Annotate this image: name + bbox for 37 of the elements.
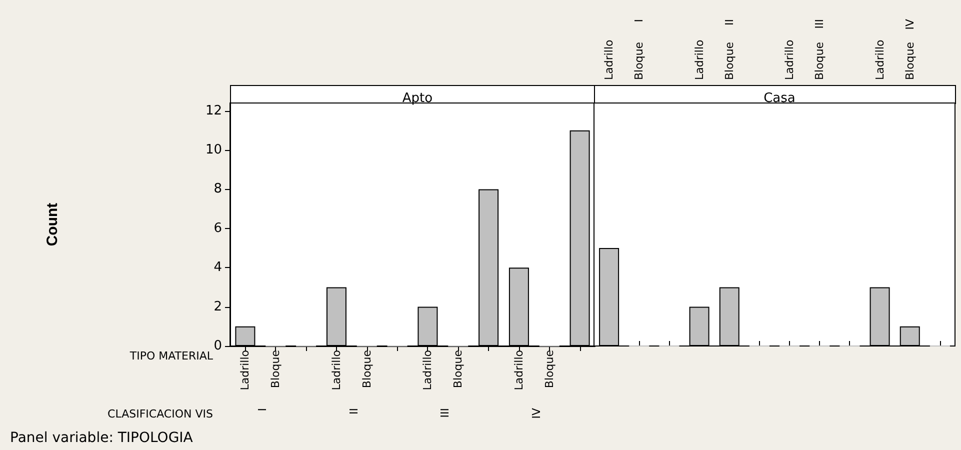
y-axis-title: Count (44, 202, 61, 246)
x-tick-label: Ladrillo (602, 39, 616, 80)
y-tick-label: 2 (214, 299, 222, 314)
x-tick-label: Ladrillo (421, 350, 434, 390)
x-tick-label: Ladrillo (512, 350, 526, 390)
x-tick-label: Bloque (722, 42, 736, 80)
text: I (632, 19, 646, 22)
x-tick-label: Bloque (269, 350, 282, 388)
text: II (722, 19, 736, 26)
text: Panel variable: TIPOLOGIA (10, 430, 194, 446)
x-tick-label: Bloque (542, 350, 556, 388)
x-tick-label: Bloque (452, 350, 465, 388)
text: II (347, 408, 360, 414)
text: III (438, 408, 452, 418)
text: CLASIFICACION VIS (108, 408, 214, 420)
x-tick-label: Ladrillo (873, 39, 886, 80)
x-tick-label: Bloque (903, 42, 916, 80)
y-tick-label: 6 (214, 220, 222, 236)
text: III (813, 19, 826, 29)
y-tick-label: 0 (214, 338, 222, 354)
text: IV (530, 408, 543, 419)
y-tick-label: 10 (205, 142, 222, 158)
chart-title: Apto (402, 91, 433, 106)
text: TIPO MATERIAL (128, 350, 214, 362)
chart-title: Casa (764, 91, 796, 106)
text: I (256, 408, 270, 412)
x-tick-label: Ladrillo (330, 350, 343, 390)
y-tick-label: 4 (214, 260, 222, 276)
y-tick-label: 12 (205, 103, 222, 118)
x-tick-label: Bloque (813, 42, 826, 80)
x-tick-label: Ladrillo (692, 39, 706, 80)
x-tick-label: Bloque (360, 350, 374, 388)
x-tick-label: Ladrillo (238, 350, 252, 390)
x-tick-label: Ladrillo (783, 39, 796, 80)
y-tick-label: 8 (214, 182, 222, 197)
x-tick-label: Bloque (632, 42, 646, 80)
text: IV (903, 18, 916, 30)
